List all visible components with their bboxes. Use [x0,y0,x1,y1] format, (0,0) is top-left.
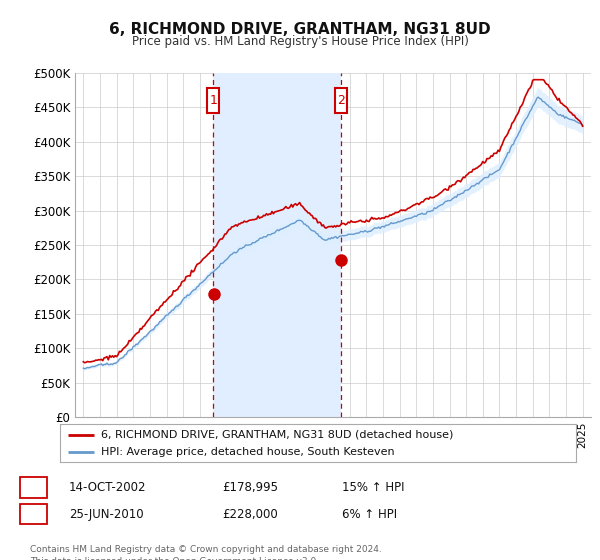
Bar [213,73,341,417]
Text: 2: 2 [29,507,38,521]
Text: HPI: Average price, detached house, South Kesteven: HPI: Average price, detached house, Sout… [101,447,395,458]
Text: 1: 1 [29,480,38,494]
FancyBboxPatch shape [335,88,347,113]
FancyBboxPatch shape [208,88,219,113]
Text: £228,000: £228,000 [222,507,278,521]
Text: 14-OCT-2002: 14-OCT-2002 [69,480,146,494]
Text: £178,995: £178,995 [222,480,278,494]
Text: Price paid vs. HM Land Registry's House Price Index (HPI): Price paid vs. HM Land Registry's House … [131,35,469,48]
Text: 6% ↑ HPI: 6% ↑ HPI [342,507,397,521]
Text: 25-JUN-2010: 25-JUN-2010 [69,507,143,521]
Text: Contains HM Land Registry data © Crown copyright and database right 2024.
This d: Contains HM Land Registry data © Crown c… [30,545,382,560]
Text: 2: 2 [337,94,345,107]
Text: 1: 1 [209,94,217,107]
Text: 15% ↑ HPI: 15% ↑ HPI [342,480,404,494]
Text: 6, RICHMOND DRIVE, GRANTHAM, NG31 8UD: 6, RICHMOND DRIVE, GRANTHAM, NG31 8UD [109,22,491,38]
Text: 6, RICHMOND DRIVE, GRANTHAM, NG31 8UD (detached house): 6, RICHMOND DRIVE, GRANTHAM, NG31 8UD (d… [101,430,454,440]
